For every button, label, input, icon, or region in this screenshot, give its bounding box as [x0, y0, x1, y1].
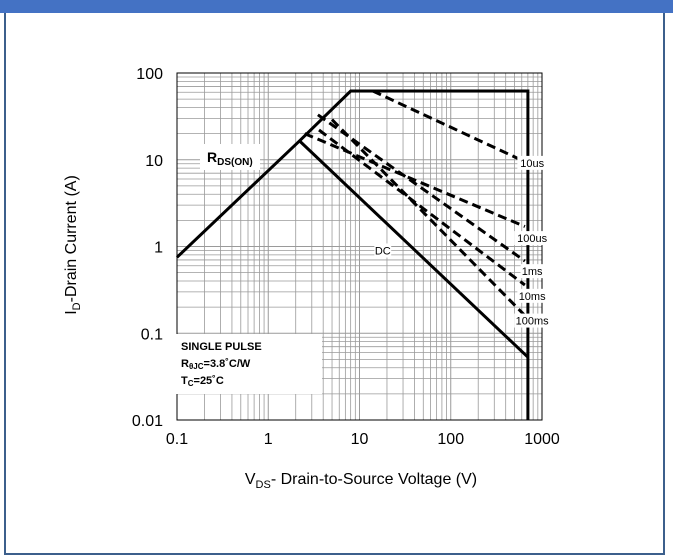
pulse-title: SINGLE PULSE: [181, 341, 262, 353]
annotation-1ms: 1ms: [522, 266, 543, 278]
pulse-line-3: [304, 132, 526, 228]
y-tick-label: 1: [154, 240, 163, 257]
annotation-100ms: 100ms: [516, 316, 550, 328]
limit-line-0: [175, 89, 530, 420]
x-tick-label: 10: [351, 431, 369, 448]
annotation-10us: 10us: [520, 158, 544, 170]
annotation-dc: DC: [375, 245, 391, 257]
pulse-r-main: R: [181, 358, 189, 370]
pulse-line-2: [372, 89, 526, 164]
x-tick-label: 1: [264, 431, 273, 448]
x-tick-label: 100: [437, 431, 464, 448]
rds-sub: DS(ON): [217, 157, 253, 168]
pulse-line-5: [318, 128, 526, 287]
pulse-t-sub: C: [188, 379, 194, 388]
x-tick-label: 0.1: [166, 431, 188, 448]
pulse-line-6: [330, 118, 526, 317]
limit-line-1: [298, 139, 529, 359]
annotation-bg: [517, 155, 547, 170]
rds-box: [200, 144, 260, 170]
annotation-bg: [514, 231, 551, 246]
label-layer: RDS(ON) SINGLE PULSE RθJC=3.8˚C/W TC=25˚…: [63, 144, 477, 491]
y-tick-label: 0.01: [132, 413, 163, 430]
pulse-t-rest: =25˚C: [194, 375, 224, 387]
x-axis-title-rest: - Drain-to-Source Voltage (V): [271, 471, 477, 488]
y-axis-title-sub: D: [71, 302, 83, 310]
x-axis-title-sub: DS: [256, 479, 271, 491]
y-axis-title: ID-Drain Current (A): [63, 175, 83, 315]
annotation-bg: [374, 243, 392, 258]
x-axis-title-main: V: [245, 471, 256, 488]
annotation-bg: [520, 264, 544, 279]
pulse-r-rest: =3.8˚C/W: [204, 358, 251, 370]
x-tick-label: 1000: [524, 431, 560, 448]
plot-border: [176, 72, 543, 421]
annotation-10ms: 10ms: [519, 291, 546, 303]
x-axis-title: VDS- Drain-to-Source Voltage (V): [245, 471, 477, 491]
y-tick-label: 100: [136, 66, 163, 83]
pulse-t-main: T: [181, 375, 188, 387]
y-axis-title-main: I: [63, 310, 80, 314]
header-bar: [0, 0, 673, 13]
y-axis-title-rest: -Drain Current (A): [63, 175, 80, 302]
pulse-tc: TC=25˚C: [181, 375, 224, 388]
y-tick-label: 10: [145, 153, 163, 170]
pulse-rthjc: RθJC=3.8˚C/W: [181, 358, 251, 371]
figure-frame: [4, 13, 665, 555]
rds-main: R: [207, 149, 217, 165]
pulse-r-sub: θJC: [189, 362, 204, 371]
y-tick-label: 0.1: [141, 326, 163, 343]
annotation-bg: [514, 313, 551, 328]
pulse-box: [172, 334, 322, 394]
rds-label: RDS(ON): [207, 149, 253, 168]
annotation-layer: 10us 100us 1ms 10ms 100ms DC: [374, 155, 551, 328]
series-layer: [175, 89, 530, 420]
annotation-100us: 100us: [517, 233, 547, 245]
annotation-bg: [517, 288, 547, 303]
